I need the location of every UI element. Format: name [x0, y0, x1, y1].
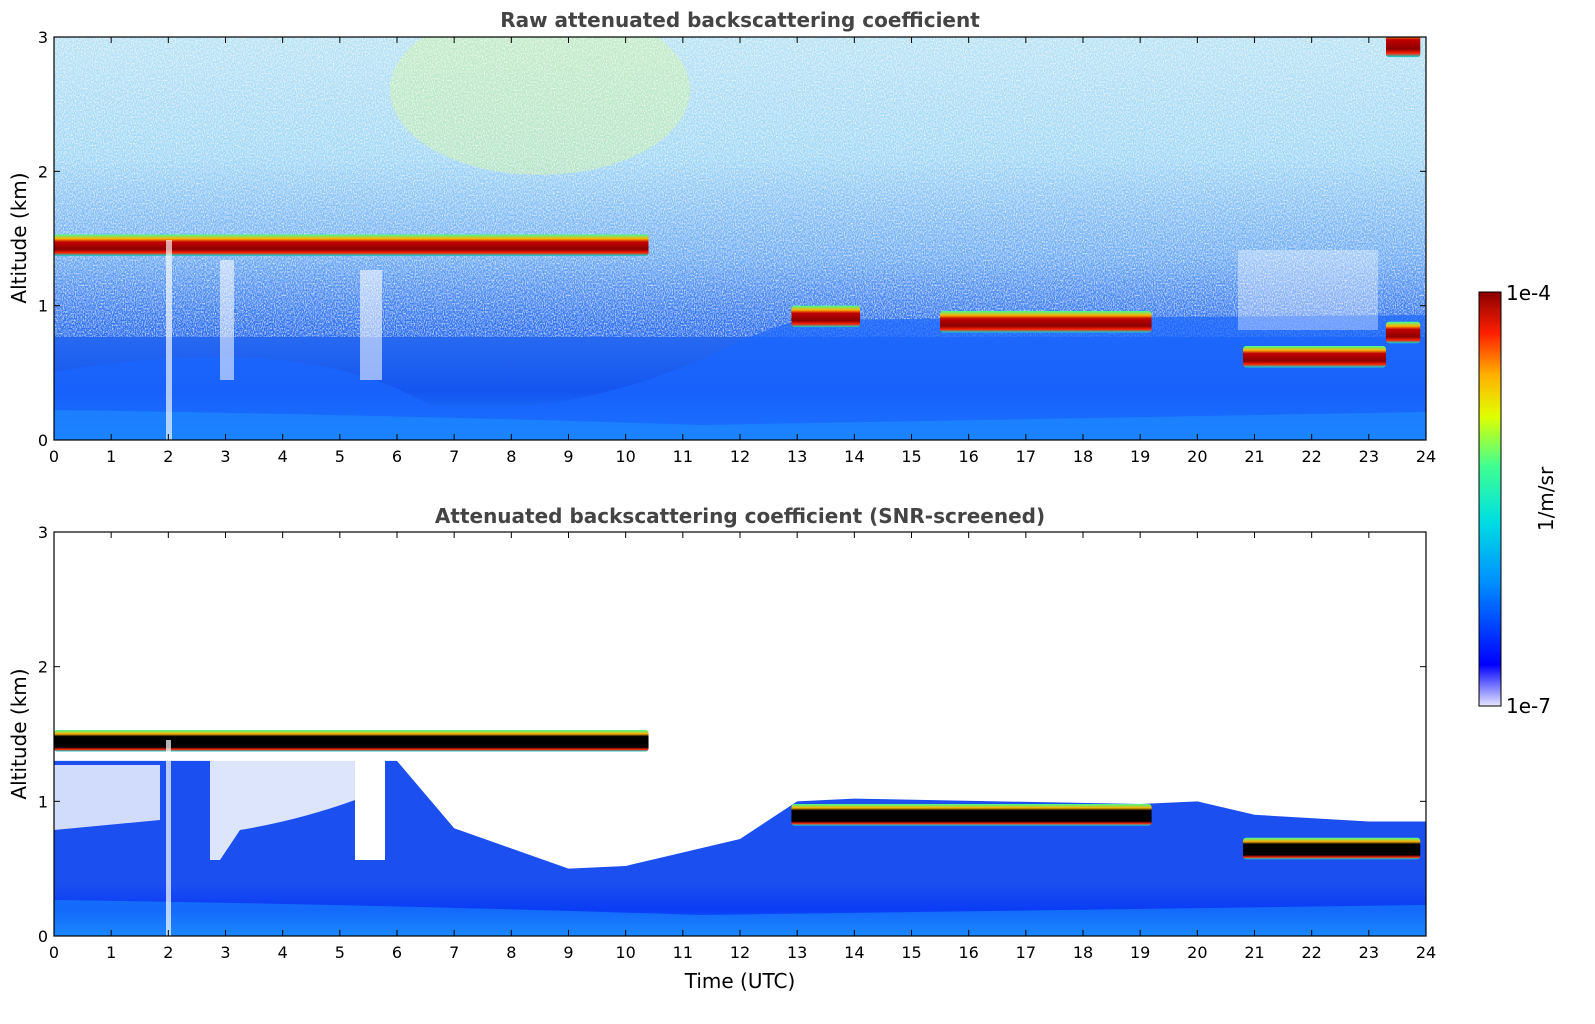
screened-x-tick-label: 16 [958, 943, 978, 962]
raw-cloud-band [791, 305, 861, 328]
raw-gap [360, 270, 382, 380]
screened-y-axis-label: Altitude (km) [7, 668, 31, 799]
raw-surface-layer [54, 410, 1426, 440]
raw-gaps [166, 240, 1378, 440]
raw-x-tick-label: 13 [787, 447, 807, 466]
screened-x-tick-label: 0 [49, 943, 59, 962]
raw-heatmap [54, 37, 1426, 440]
colorbar-max-label: 1e-4 [1506, 281, 1551, 305]
raw-cloud-band [1243, 345, 1386, 368]
raw-x-tick-label: 18 [1073, 447, 1093, 466]
raw-x-tick-label: 3 [220, 447, 230, 466]
raw-axis-ticks: 0 1 2 3 4 5 6 7 8 9 10 11 12 13 14 15 16 17 18 19 20 21 22 23 24… [38, 28, 1436, 466]
raw-x-tick-label: 1 [106, 447, 116, 466]
screened-y-tick-label: 3 [38, 523, 48, 542]
screened-axis-ticks: 0 1 2 3 4 5 6 7 8 9 10 11 12 13 14 15 16 17 18 19 20 21 22 23 24… [38, 523, 1436, 962]
raw-y-tick-label: 0 [38, 431, 48, 450]
screened-x-tick-label: 15 [901, 943, 921, 962]
screened-x-tick-label: 21 [1244, 943, 1264, 962]
screened-x-tick-label: 22 [1301, 943, 1321, 962]
screened-x-tick-label: 5 [335, 943, 345, 962]
raw-gap [166, 240, 172, 440]
raw-cloud-band [54, 234, 649, 256]
raw-x-tick-label: 5 [335, 447, 345, 466]
raw-y-tick-label: 1 [38, 297, 48, 316]
screened-y-tick-label: 1 [38, 792, 48, 811]
raw-x-tick-label: 19 [1130, 447, 1150, 466]
raw-x-tick-label: 7 [449, 447, 459, 466]
screened-panel-title: Attenuated backscattering coefficient (S… [435, 504, 1045, 528]
raw-cloud-layers [54, 37, 1421, 368]
screened-x-tick-label: 1 [106, 943, 116, 962]
screened-cloud-band [54, 729, 649, 752]
screened-x-tick-label: 24 [1416, 943, 1436, 962]
screened-x-tick-label: 10 [615, 943, 635, 962]
raw-cloud-band [1385, 37, 1421, 58]
raw-x-tick-label: 2 [163, 447, 173, 466]
raw-x-tick-label: 14 [844, 447, 864, 466]
screened-cloud-layers [54, 729, 1421, 860]
screened-x-tick-label: 6 [392, 943, 402, 962]
screened-x-tick-label: 2 [163, 943, 173, 962]
colorbar [1478, 291, 1502, 707]
screened-y-tick-label: 2 [38, 658, 48, 677]
screened-gap [54, 765, 160, 830]
raw-cloud-band [940, 311, 1152, 333]
screened-cloud-band [791, 804, 1152, 826]
raw-x-tick-label: 8 [506, 447, 516, 466]
colorbar-unit-label: 1/m/sr [1534, 466, 1558, 531]
screened-x-tick-label: 20 [1187, 943, 1207, 962]
raw-y-tick-label: 2 [38, 162, 48, 181]
screened-cloud-band [1243, 837, 1421, 860]
screened-x-tick-label: 13 [787, 943, 807, 962]
screened-x-tick-label: 19 [1130, 943, 1150, 962]
raw-boundary-layer [54, 315, 1426, 440]
raw-x-tick-label: 20 [1187, 447, 1207, 466]
screened-gaps [54, 740, 385, 936]
colorbar-min-label: 1e-7 [1506, 694, 1551, 718]
raw-x-tick-label: 24 [1416, 447, 1436, 466]
screened-x-tick-label: 4 [278, 943, 288, 962]
raw-x-tick-label: 21 [1244, 447, 1264, 466]
raw-x-tick-label: 16 [958, 447, 978, 466]
raw-x-tick-label: 17 [1016, 447, 1036, 466]
raw-x-tick-label: 10 [615, 447, 635, 466]
raw-gap [220, 260, 234, 380]
screened-gap [166, 740, 171, 936]
screened-x-tick-label: 3 [220, 943, 230, 962]
raw-panel-title: Raw attenuated backscattering coefficien… [500, 8, 980, 32]
raw-y-tick-label: 3 [38, 28, 48, 47]
raw-noise-speckle [54, 37, 1426, 337]
raw-x-tick-label: 23 [1359, 447, 1379, 466]
screened-x-tick-label: 7 [449, 943, 459, 962]
screened-y-tick-label: 0 [38, 927, 48, 946]
screened-heatmap [54, 532, 1426, 936]
screened-x-tick-label: 17 [1016, 943, 1036, 962]
x-axis-label: Time (UTC) [684, 969, 796, 993]
raw-x-tick-label: 11 [673, 447, 693, 466]
raw-x-tick-label: 6 [392, 447, 402, 466]
screened-x-tick-label: 11 [673, 943, 693, 962]
screened-x-tick-label: 18 [1073, 943, 1093, 962]
screened-gap [355, 760, 385, 860]
raw-cloud-band [1385, 321, 1421, 344]
screened-gap [210, 760, 355, 860]
raw-x-tick-label: 12 [730, 447, 750, 466]
raw-x-tick-label: 9 [563, 447, 573, 466]
screened-x-tick-label: 12 [730, 943, 750, 962]
raw-x-tick-label: 0 [49, 447, 59, 466]
raw-x-tick-label: 4 [278, 447, 288, 466]
raw-x-tick-label: 22 [1301, 447, 1321, 466]
screened-surface-layer [54, 900, 1426, 936]
screened-x-tick-label: 23 [1359, 943, 1379, 962]
screened-x-tick-label: 9 [563, 943, 573, 962]
screened-x-tick-label: 8 [506, 943, 516, 962]
raw-y-axis-label: Altitude (km) [7, 172, 31, 303]
raw-gap [1238, 250, 1378, 330]
raw-x-tick-label: 15 [901, 447, 921, 466]
screened-x-tick-label: 14 [844, 943, 864, 962]
